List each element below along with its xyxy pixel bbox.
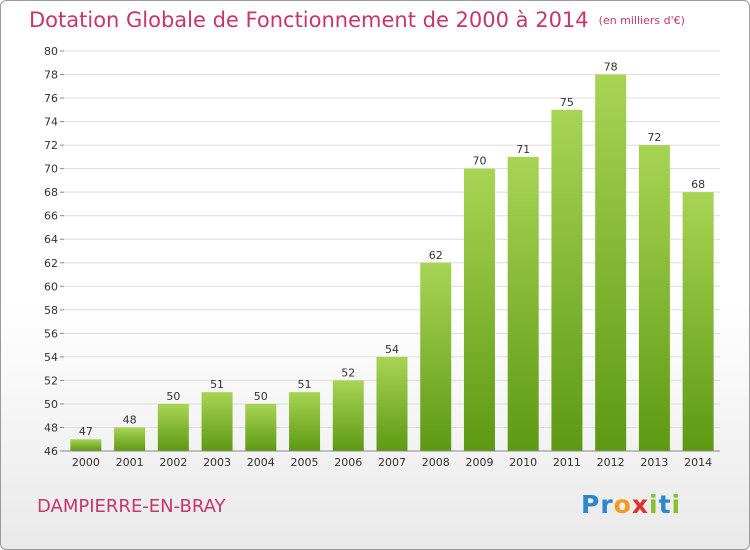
bar-2008 — [420, 262, 452, 451]
y-axis-ticks: 46 48 50 52 54 56 58 60 62 64 66 68 70 72 74 76 78 80 — [44, 45, 64, 458]
y-tick-label: 74 — [44, 116, 58, 129]
y-tick-label: 76 — [44, 92, 58, 105]
data-label-2013: 72 — [647, 131, 661, 144]
bar-2002 — [157, 403, 189, 451]
data-label-2005: 51 — [298, 378, 312, 391]
bar-2006 — [332, 380, 364, 451]
data-label-2014: 68 — [691, 178, 705, 191]
data-label-2004: 50 — [254, 390, 268, 403]
bar-2010 — [507, 156, 539, 451]
x-tick-label-2008: 2008 — [422, 456, 450, 469]
x-tick-label-2006: 2006 — [334, 456, 362, 469]
chart-title: Dotation Globale de Fonctionnement de 20… — [29, 8, 685, 32]
x-tick-label-2005: 2005 — [291, 456, 319, 469]
y-tick-label: 78 — [44, 69, 58, 82]
data-label-2011: 75 — [560, 96, 574, 109]
x-axis-ticks: 2000 2001 2002 2003 2004 2005 2006 2007 2008 2009… — [72, 456, 712, 469]
proxiti-logo: Proxiti — [581, 490, 681, 519]
x-tick-label-2013: 2013 — [640, 456, 668, 469]
data-label-2001: 48 — [123, 413, 137, 426]
x-tick-label-2009: 2009 — [465, 456, 493, 469]
logo-letter: o — [613, 490, 632, 519]
data-label-2007: 54 — [385, 343, 399, 356]
y-tick-label: 66 — [44, 210, 58, 223]
title-text: Dotation Globale de Fonctionnement de 20… — [29, 8, 589, 32]
y-tick-label: 56 — [44, 327, 58, 340]
x-tick-label-2007: 2007 — [378, 456, 406, 469]
bar-2014 — [682, 192, 714, 452]
bar-2005 — [289, 392, 321, 451]
bar-2013 — [638, 145, 670, 451]
x-tick-label-2000: 2000 — [72, 456, 100, 469]
y-tick-label: 62 — [44, 257, 58, 270]
chart-subtitle: (en milliers d'€) — [598, 14, 685, 27]
y-tick-label: 54 — [44, 351, 58, 364]
x-tick-label-2001: 2001 — [116, 456, 144, 469]
data-label-2003: 51 — [210, 378, 224, 391]
y-tick-label: 64 — [44, 233, 58, 246]
x-tick-label-2014: 2014 — [684, 456, 712, 469]
data-label-2006: 52 — [341, 366, 355, 379]
bar-2012 — [595, 74, 627, 451]
logo-letter: i — [671, 490, 682, 519]
bar-2003 — [201, 392, 233, 451]
x-tick-label-2012: 2012 — [597, 456, 625, 469]
data-label-2002: 50 — [166, 390, 180, 403]
x-tick-label-2002: 2002 — [159, 456, 187, 469]
data-label-2010: 71 — [516, 143, 530, 156]
x-tick-label-2010: 2010 — [509, 456, 537, 469]
bar-2009 — [463, 168, 495, 451]
y-tick-label: 58 — [44, 304, 58, 317]
y-tick-label: 46 — [44, 445, 58, 458]
y-tick-label: 68 — [44, 186, 58, 199]
data-labels: 47 48 50 51 50 51 52 54 62 70 71 75 78 72 68 — [79, 61, 705, 439]
data-label-2000: 47 — [79, 425, 93, 438]
bar-2000 — [70, 439, 102, 451]
data-label-2009: 70 — [472, 155, 486, 168]
x-tick-label-2004: 2004 — [247, 456, 275, 469]
y-tick-label: 48 — [44, 421, 58, 434]
bars — [70, 74, 714, 452]
bar-2004 — [245, 403, 277, 451]
x-tick-label-2011: 2011 — [553, 456, 581, 469]
bar-2001 — [114, 427, 146, 451]
y-tick-label: 52 — [44, 374, 58, 387]
commune-name: DAMPIERRE-EN-BRAY — [37, 496, 226, 517]
data-label-2008: 62 — [429, 249, 443, 262]
bar-2007 — [376, 356, 408, 451]
logo-letter: P — [581, 490, 601, 519]
logo-letter: t — [658, 490, 672, 519]
y-tick-label: 60 — [44, 280, 58, 293]
y-tick-label: 80 — [44, 45, 58, 58]
logo-letter: r — [600, 490, 614, 519]
y-tick-label: 50 — [44, 398, 58, 411]
y-tick-label: 70 — [44, 163, 58, 176]
logo-letter: i — [649, 490, 659, 519]
logo-letter: x — [631, 490, 649, 519]
data-label-2012: 78 — [604, 61, 618, 74]
y-tick-label: 72 — [44, 139, 58, 152]
bar-2011 — [551, 109, 583, 451]
x-tick-label-2003: 2003 — [203, 456, 231, 469]
